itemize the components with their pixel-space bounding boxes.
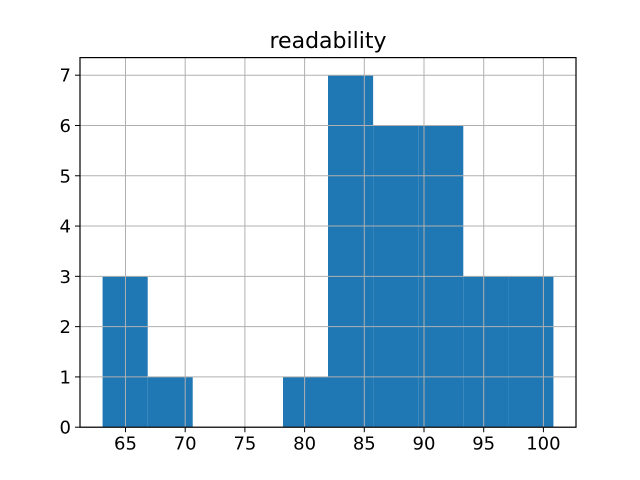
histogram-bar <box>147 376 193 428</box>
y-tick-label: 2 <box>60 317 71 338</box>
x-tick-label: 75 <box>233 434 256 455</box>
y-tick-label: 7 <box>60 66 71 87</box>
histogram-bar <box>508 276 554 428</box>
histogram-bar <box>328 75 374 428</box>
histogram-bar <box>463 276 509 428</box>
x-tick-label: 65 <box>114 434 137 455</box>
y-tick-label: 5 <box>60 166 71 187</box>
y-tick-label: 6 <box>60 116 71 137</box>
x-tick-label: 90 <box>413 434 436 455</box>
y-tick-label: 1 <box>60 367 71 388</box>
x-tick-label: 70 <box>174 434 197 455</box>
histogram-bar <box>282 376 328 428</box>
plot-border <box>79 56 577 428</box>
y-tick-label: 3 <box>60 267 71 288</box>
chart-title: readability <box>269 29 387 54</box>
x-tick-label: 85 <box>353 434 376 455</box>
x-tick-label: 80 <box>293 434 316 455</box>
y-tick-label: 0 <box>60 418 71 439</box>
y-tick-label: 4 <box>60 217 71 238</box>
x-tick-label: 100 <box>526 434 560 455</box>
x-tick-label: 95 <box>472 434 495 455</box>
